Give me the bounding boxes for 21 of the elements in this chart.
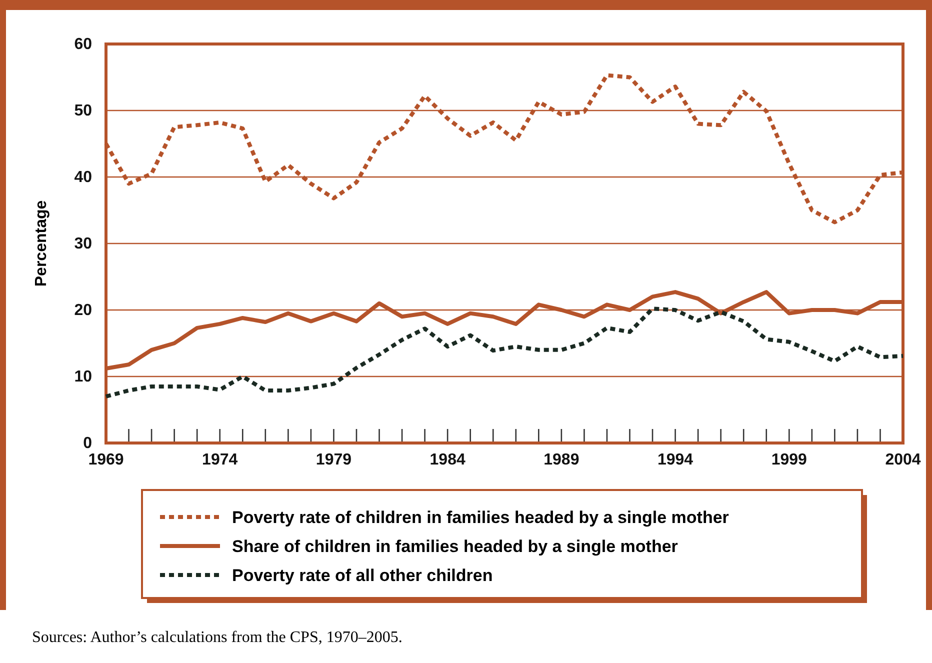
- line-series: [104, 306, 905, 398]
- x-tick-label: 1999: [771, 451, 808, 468]
- y-tick-label: 10: [74, 368, 92, 386]
- x-tick-label: 2004: [885, 451, 921, 468]
- x-tick-label: 1979: [316, 451, 352, 468]
- y-tick-label: 50: [74, 102, 92, 120]
- y-tick-label: 0: [83, 435, 92, 452]
- legend-label: Share of children in families headed by a single mother: [232, 537, 678, 556]
- x-tick-label: 1994: [657, 451, 694, 468]
- y-tick-label: 30: [74, 236, 92, 253]
- x-tick-label: 1989: [544, 451, 580, 468]
- legend-label: Poverty rate of all other children: [232, 566, 493, 585]
- x-tick-label: 1969: [88, 451, 124, 468]
- y-tick-label: 60: [74, 36, 92, 54]
- y-tick-label: 20: [74, 302, 92, 320]
- x-tick-label: 1984: [430, 451, 466, 468]
- y-tick-label: 40: [74, 169, 92, 186]
- y-axis-title: Percentage: [33, 200, 50, 287]
- legend-label: Poverty rate of children in families headed by a single mother: [232, 508, 730, 527]
- source-note: Sources: Author’s calculations from the CPS, 1970–2005.: [32, 629, 402, 646]
- x-tick-label: 1974: [202, 451, 238, 468]
